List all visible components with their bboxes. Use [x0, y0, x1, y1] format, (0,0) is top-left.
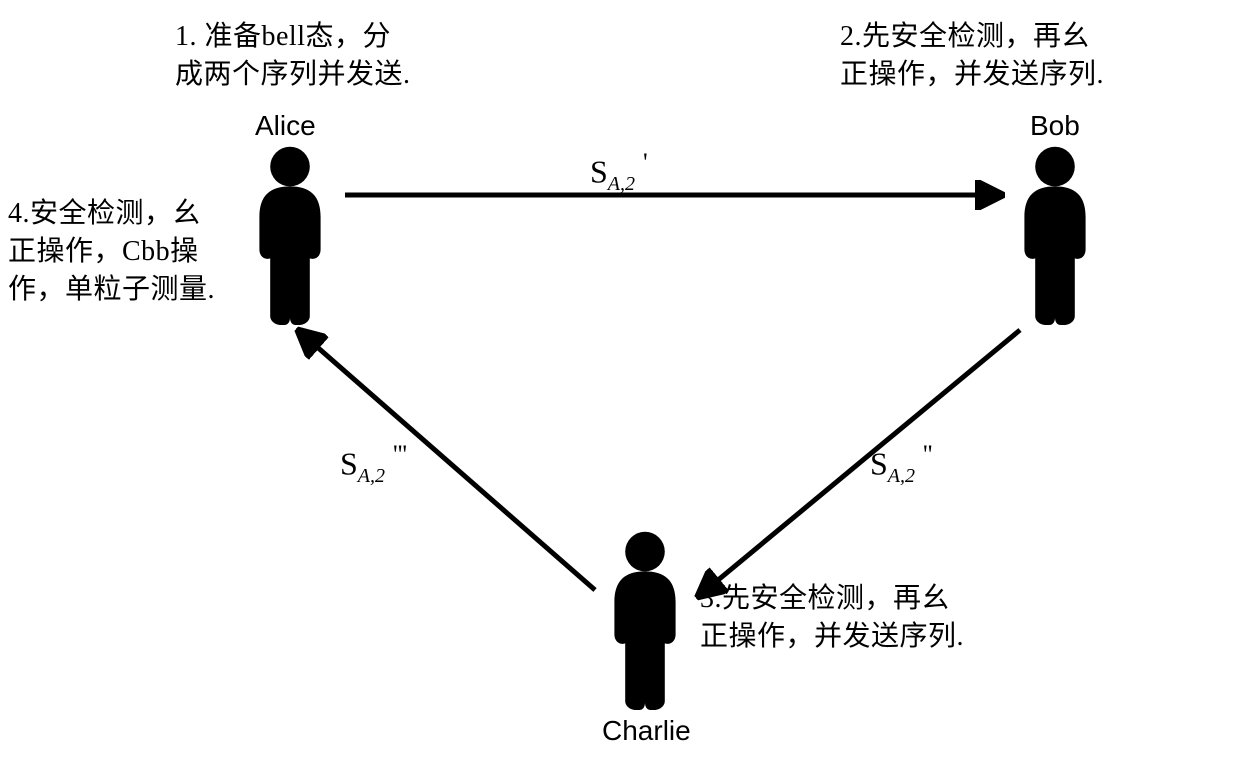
- edge-label-bob-charlie: SA,2 '': [870, 440, 932, 488]
- step3-line2: 正操作，并发送序列.: [700, 618, 1020, 656]
- step1-line2: 成两个序列并发送.: [175, 56, 475, 94]
- annotation-step1: 1. 准备bell态，分 成两个序列并发送.: [175, 18, 475, 94]
- step2-line1: 2.先安全检测，再幺: [840, 18, 1160, 56]
- edge-ca-base: S: [340, 446, 358, 482]
- edge-ca-prime: ''': [393, 440, 407, 469]
- edge-bc-prime: '': [923, 440, 932, 469]
- edge-bc-sub: A,2: [888, 465, 915, 487]
- diagram-container: Alice Bob Charlie SA,2' SA,2'': [0, 0, 1240, 775]
- edge-ab-sub: A,2: [608, 173, 635, 195]
- edge-ab-base: S: [590, 154, 608, 190]
- edge-ca-sub: A,2: [358, 465, 385, 487]
- step4-line3: 作，单粒子测量.: [8, 271, 248, 309]
- edge-label-alice-bob: SA,2 ': [590, 148, 648, 196]
- edge-ab-prime: ': [643, 148, 648, 177]
- step4-line1: 4.安全检测，幺: [8, 195, 248, 233]
- annotation-step3: 3.先安全检测，再幺 正操作，并发送序列.: [700, 580, 1020, 656]
- step3-line1: 3.先安全检测，再幺: [700, 580, 1020, 618]
- annotation-step2: 2.先安全检测，再幺 正操作，并发送序列.: [840, 18, 1160, 94]
- step1-line1: 1. 准备bell态，分: [175, 18, 475, 56]
- annotation-step4: 4.安全检测，幺 正操作，Cbb操 作，单粒子测量.: [8, 195, 248, 308]
- step2-line2: 正操作，并发送序列.: [840, 56, 1160, 94]
- edge-label-charlie-alice: SA,2 ''': [340, 440, 407, 488]
- arrow-alice-bob: [0, 0, 1240, 775]
- step4-line2: 正操作，Cbb操: [8, 233, 248, 271]
- edge-bc-base: S: [870, 446, 888, 482]
